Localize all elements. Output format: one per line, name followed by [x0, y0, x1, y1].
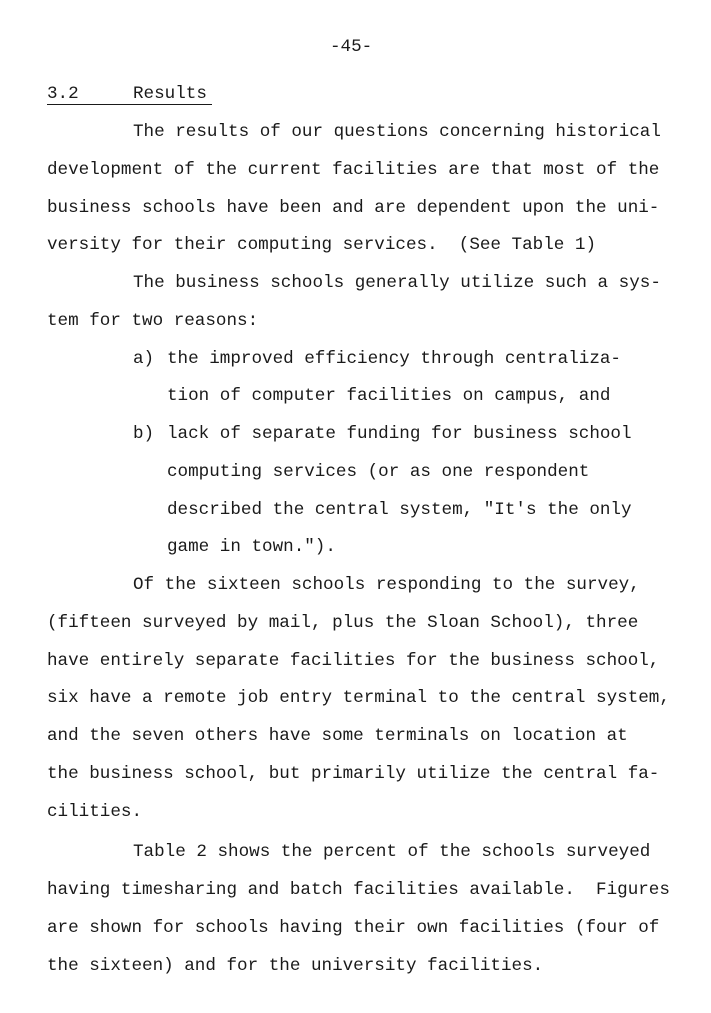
- list-line: game in town.").: [167, 537, 336, 558]
- paragraph-line: business schools have been and are depen…: [47, 197, 660, 218]
- paragraph-line: versity for their computing services. (S…: [47, 235, 597, 256]
- paragraph-line: tem for two reasons:: [47, 310, 259, 331]
- list-marker: b): [133, 424, 155, 444]
- list-line: computing services (or as one respondent: [167, 461, 590, 482]
- paragraph-line: the business school, but primarily utili…: [47, 763, 660, 784]
- list-line: tion of computer facilities on campus, a…: [167, 386, 611, 407]
- paragraph-line: Of the sixteen schools responding to the…: [133, 575, 640, 595]
- paragraph-line: Table 2 shows the percent of the schools…: [133, 842, 651, 863]
- paragraph-line: (fifteen surveyed by mail, plus the Sloa…: [47, 612, 639, 633]
- paragraph-line: the sixteen) and for the university faci…: [47, 955, 544, 976]
- list-line: the improved efficiency through centrali…: [167, 348, 621, 369]
- paragraph-line: The results of our questions concerning …: [133, 122, 661, 142]
- paragraph-line: and the seven others have some terminals…: [47, 726, 628, 746]
- page-number: -45-: [330, 37, 373, 57]
- paragraph-line: six have a remote job entry terminal to …: [47, 688, 670, 709]
- heading-number: 3.2: [47, 84, 79, 104]
- paragraph-line: The business schools generally utilize s…: [133, 273, 661, 293]
- list-line: lack of separate funding for business sc…: [167, 424, 632, 444]
- list-marker: a): [133, 348, 155, 369]
- heading-title: Results: [133, 84, 207, 104]
- paragraph-line: having timesharing and batch facilities …: [47, 880, 670, 900]
- paragraph-line: cilities.: [47, 801, 143, 822]
- list-line: described the central system, "It's the …: [167, 499, 632, 520]
- paragraph-line: development of the current facilities ar…: [47, 159, 660, 180]
- heading-underline: [47, 104, 212, 105]
- paragraph-line: have entirely separate facilities for th…: [47, 650, 660, 671]
- paragraph-line: are shown for schools having their own f…: [47, 917, 660, 938]
